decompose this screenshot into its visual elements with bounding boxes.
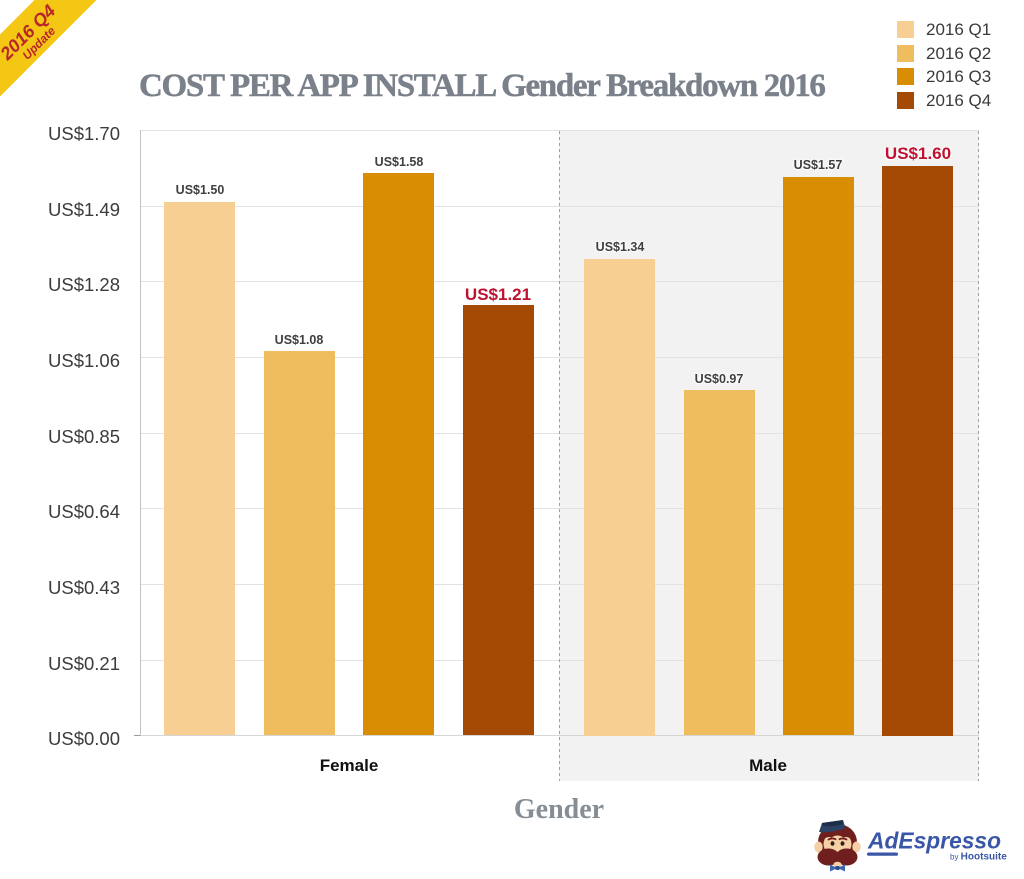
svg-text:AdEspresso: AdEspresso	[867, 828, 1001, 854]
svg-text:by Hootsuite: by Hootsuite	[950, 852, 1007, 863]
